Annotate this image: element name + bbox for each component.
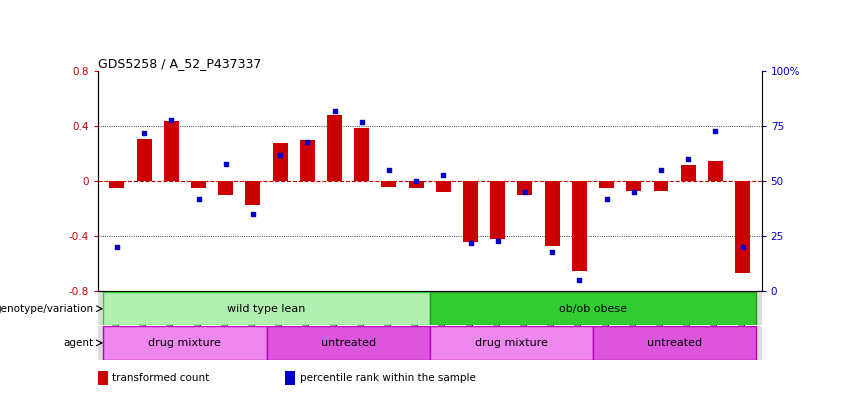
Bar — [272, 143, 288, 181]
Point — [627, 189, 641, 195]
Bar — [436, 181, 451, 192]
Bar — [593, 326, 757, 360]
Bar — [381, 181, 397, 187]
Bar — [681, 165, 695, 181]
Bar — [708, 160, 722, 181]
Bar — [164, 121, 179, 181]
Point — [682, 156, 695, 162]
Point — [191, 196, 205, 202]
Point — [409, 178, 423, 184]
Text: drug mixture: drug mixture — [475, 338, 548, 348]
Text: drug mixture: drug mixture — [148, 338, 221, 348]
Point — [382, 167, 396, 173]
Text: untreated: untreated — [647, 338, 702, 348]
Text: ob/ob obese: ob/ob obese — [559, 304, 627, 314]
Point — [545, 248, 559, 255]
Bar — [103, 326, 266, 360]
Bar — [245, 181, 260, 204]
Bar — [408, 181, 424, 188]
Bar — [490, 181, 505, 239]
Bar — [354, 127, 369, 181]
Text: wild type lean: wild type lean — [227, 304, 306, 314]
Point — [464, 240, 477, 246]
Point — [437, 171, 450, 178]
Bar — [103, 292, 430, 325]
Text: GDS5258 / A_52_P437337: GDS5258 / A_52_P437337 — [98, 57, 261, 70]
Point — [355, 119, 368, 125]
Point — [273, 152, 287, 158]
Point — [709, 127, 722, 134]
Bar — [430, 292, 757, 325]
Point — [573, 277, 586, 283]
Point — [491, 237, 505, 244]
Bar — [110, 181, 124, 188]
Text: genotype/variation: genotype/variation — [0, 304, 94, 314]
Point — [300, 138, 314, 145]
Point — [736, 244, 750, 250]
Bar — [626, 181, 642, 191]
Point — [600, 196, 614, 202]
Bar — [430, 326, 593, 360]
Text: percentile rank within the sample: percentile rank within the sample — [300, 373, 476, 383]
Text: agent: agent — [64, 338, 94, 348]
Bar — [517, 181, 533, 195]
Point — [219, 160, 232, 167]
Point — [164, 116, 178, 123]
Bar — [137, 138, 151, 181]
Point — [110, 244, 123, 250]
Bar — [599, 181, 614, 188]
Point — [137, 130, 151, 136]
Point — [654, 167, 668, 173]
Bar — [572, 181, 587, 270]
Bar — [654, 181, 669, 191]
Bar — [266, 326, 430, 360]
Bar — [327, 115, 342, 181]
Text: untreated: untreated — [321, 338, 375, 348]
Point — [518, 189, 532, 195]
Bar — [545, 181, 560, 246]
Bar — [735, 181, 750, 274]
Bar — [218, 181, 233, 195]
Bar — [463, 181, 478, 242]
Bar — [191, 181, 206, 188]
Text: transformed count: transformed count — [112, 373, 209, 383]
Bar — [300, 140, 315, 181]
Point — [328, 108, 341, 114]
Point — [246, 211, 260, 217]
